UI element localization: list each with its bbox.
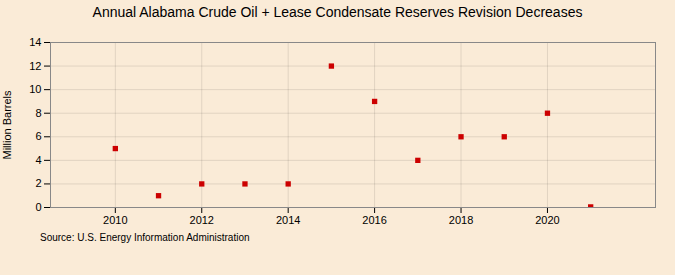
svg-text:2: 2 xyxy=(35,177,41,189)
svg-text:4: 4 xyxy=(35,154,41,166)
svg-text:6: 6 xyxy=(35,130,41,142)
svg-text:12: 12 xyxy=(29,60,41,72)
svg-text:8: 8 xyxy=(35,107,41,119)
svg-text:2020: 2020 xyxy=(535,214,559,226)
svg-text:2018: 2018 xyxy=(449,214,473,226)
svg-text:2014: 2014 xyxy=(276,214,300,226)
svg-text:2010: 2010 xyxy=(103,214,127,226)
svg-text:2012: 2012 xyxy=(190,214,214,226)
svg-text:0: 0 xyxy=(35,201,41,213)
html-text:Source: U.S. Energy Informatio: Source: U.S. Energy Information Administ… xyxy=(40,232,250,243)
svg-text:2016: 2016 xyxy=(362,214,386,226)
svg-text:Million Barrels: Million Barrels xyxy=(1,90,13,160)
html-text:Annual Alabama Crude Oil + Lea: Annual Alabama Crude Oil + Lease Condens… xyxy=(92,4,583,20)
svg-text:10: 10 xyxy=(29,83,41,95)
svg-text:14: 14 xyxy=(29,36,41,48)
